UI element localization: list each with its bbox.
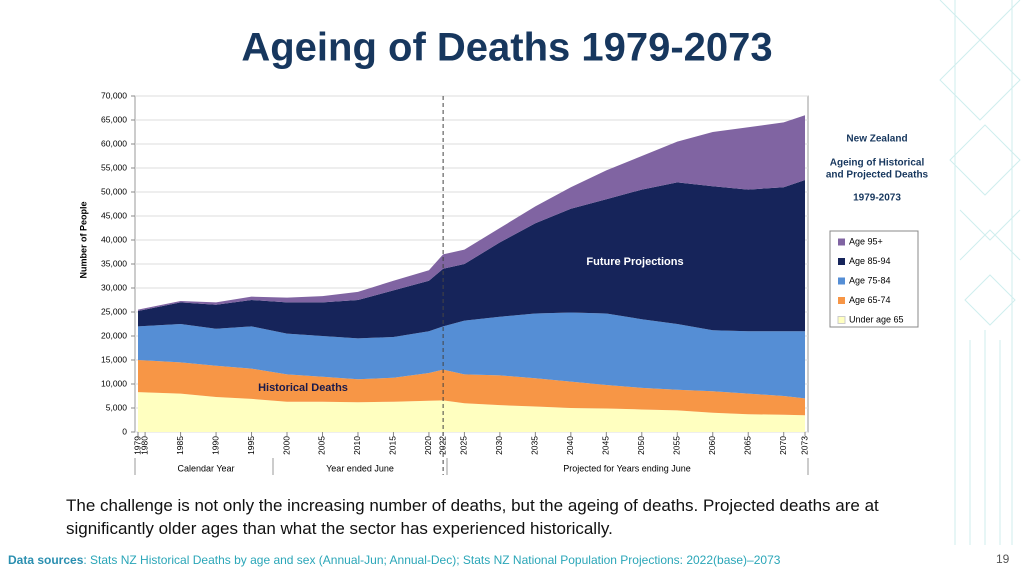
x-tick-label: 2073 [799, 436, 809, 455]
side-title: New Zealand [846, 134, 907, 145]
decor [939, 0, 1021, 545]
legend-swatch [837, 316, 846, 324]
x-tick-label: 2070 [778, 436, 788, 455]
legend-label: Age 75-84 [849, 275, 891, 285]
x-group-label: Projected for Years ending June [563, 463, 691, 473]
page-number: 19 [996, 552, 1010, 566]
y-tick-label: 60,000 [101, 138, 127, 148]
area [138, 392, 805, 432]
legend-label: Age 65-74 [849, 295, 891, 305]
y-axis-label: Number of People [78, 201, 88, 278]
x-tick-label: 2030 [494, 436, 504, 455]
y-tick-label: 15,000 [101, 354, 127, 364]
x-tick-label: 2025 [459, 436, 469, 455]
x-tick-label: 2050 [636, 436, 646, 455]
footer: Data sources: Stats NZ Historical Deaths… [8, 553, 780, 567]
x-tick-label: 2015 [388, 436, 398, 455]
chart: Ageing of Deaths 1979-2073 Number of Peo… [78, 0, 1021, 545]
side-subtitle: Ageing of Historical [830, 158, 925, 169]
legend-swatch [838, 258, 845, 265]
x-tick-label: 1979 [132, 436, 142, 455]
y-tick-label: 25,000 [101, 306, 127, 316]
x-tick-label: 1980 [139, 436, 149, 455]
legend-swatch [838, 297, 845, 304]
x-tick-label: 2005 [317, 436, 327, 455]
legend-label: Age 85-94 [849, 256, 891, 266]
x-tick-label: 1995 [246, 436, 256, 455]
y-tick-label: 35,000 [101, 258, 127, 268]
y-tick-label: 70,000 [101, 90, 127, 100]
legend-label: Age 95+ [849, 236, 883, 246]
annotation: Future Projections [586, 256, 683, 268]
x-group-label: Calendar Year [177, 463, 234, 473]
legend-swatch [838, 238, 845, 246]
x-tick-label: 1985 [175, 436, 185, 455]
x-group-label: Year ended June [326, 463, 394, 473]
y-tick-label: 10,000 [101, 378, 127, 388]
y-tick-label: 40,000 [101, 234, 127, 244]
x-tick-label: 2065 [742, 436, 752, 455]
x-tick-label: 2035 [530, 436, 540, 455]
x-tick-label: 2055 [672, 436, 682, 455]
y-tick-label: 45,000 [101, 210, 127, 220]
x-tick-label: 2010 [352, 436, 362, 455]
legend-label: Under age 65 [849, 314, 904, 324]
x-tick-label: 2022 [437, 436, 447, 455]
y-tick-label: 50,000 [101, 186, 127, 196]
y-tick-label: 65,000 [101, 114, 127, 124]
x-tick-label: 2020 [423, 436, 433, 455]
chart-title: Ageing of Deaths 1979-2073 [241, 26, 772, 70]
legend-swatch [838, 277, 845, 285]
x-tick-label: 2060 [707, 436, 717, 455]
area [138, 312, 805, 399]
x-tick-label: 1990 [210, 436, 220, 455]
y-tick-label: 30,000 [101, 282, 127, 292]
area [138, 115, 805, 312]
x-tick-label: 2045 [601, 436, 611, 455]
y-tick-label: 5,000 [106, 402, 128, 412]
area [138, 180, 805, 339]
side-subtitle: and Projected Deaths [826, 170, 929, 181]
y-tick-label: 0 [122, 426, 127, 436]
x-tick-label: 2040 [565, 436, 575, 455]
plot [135, 95, 808, 433]
area [138, 360, 805, 416]
side-range: 1979-2073 [853, 193, 901, 204]
y-tick-label: 55,000 [101, 162, 127, 172]
body-text: The challenge is not only the increasing… [66, 496, 879, 538]
x-tick-label: 2000 [281, 436, 291, 455]
footer-label: Data sources [8, 553, 84, 567]
footer-text: : Stats NZ Historical Deaths by age and … [83, 553, 781, 567]
y-tick-label: 20,000 [101, 330, 127, 340]
annotation: Historical Deaths [258, 382, 348, 394]
